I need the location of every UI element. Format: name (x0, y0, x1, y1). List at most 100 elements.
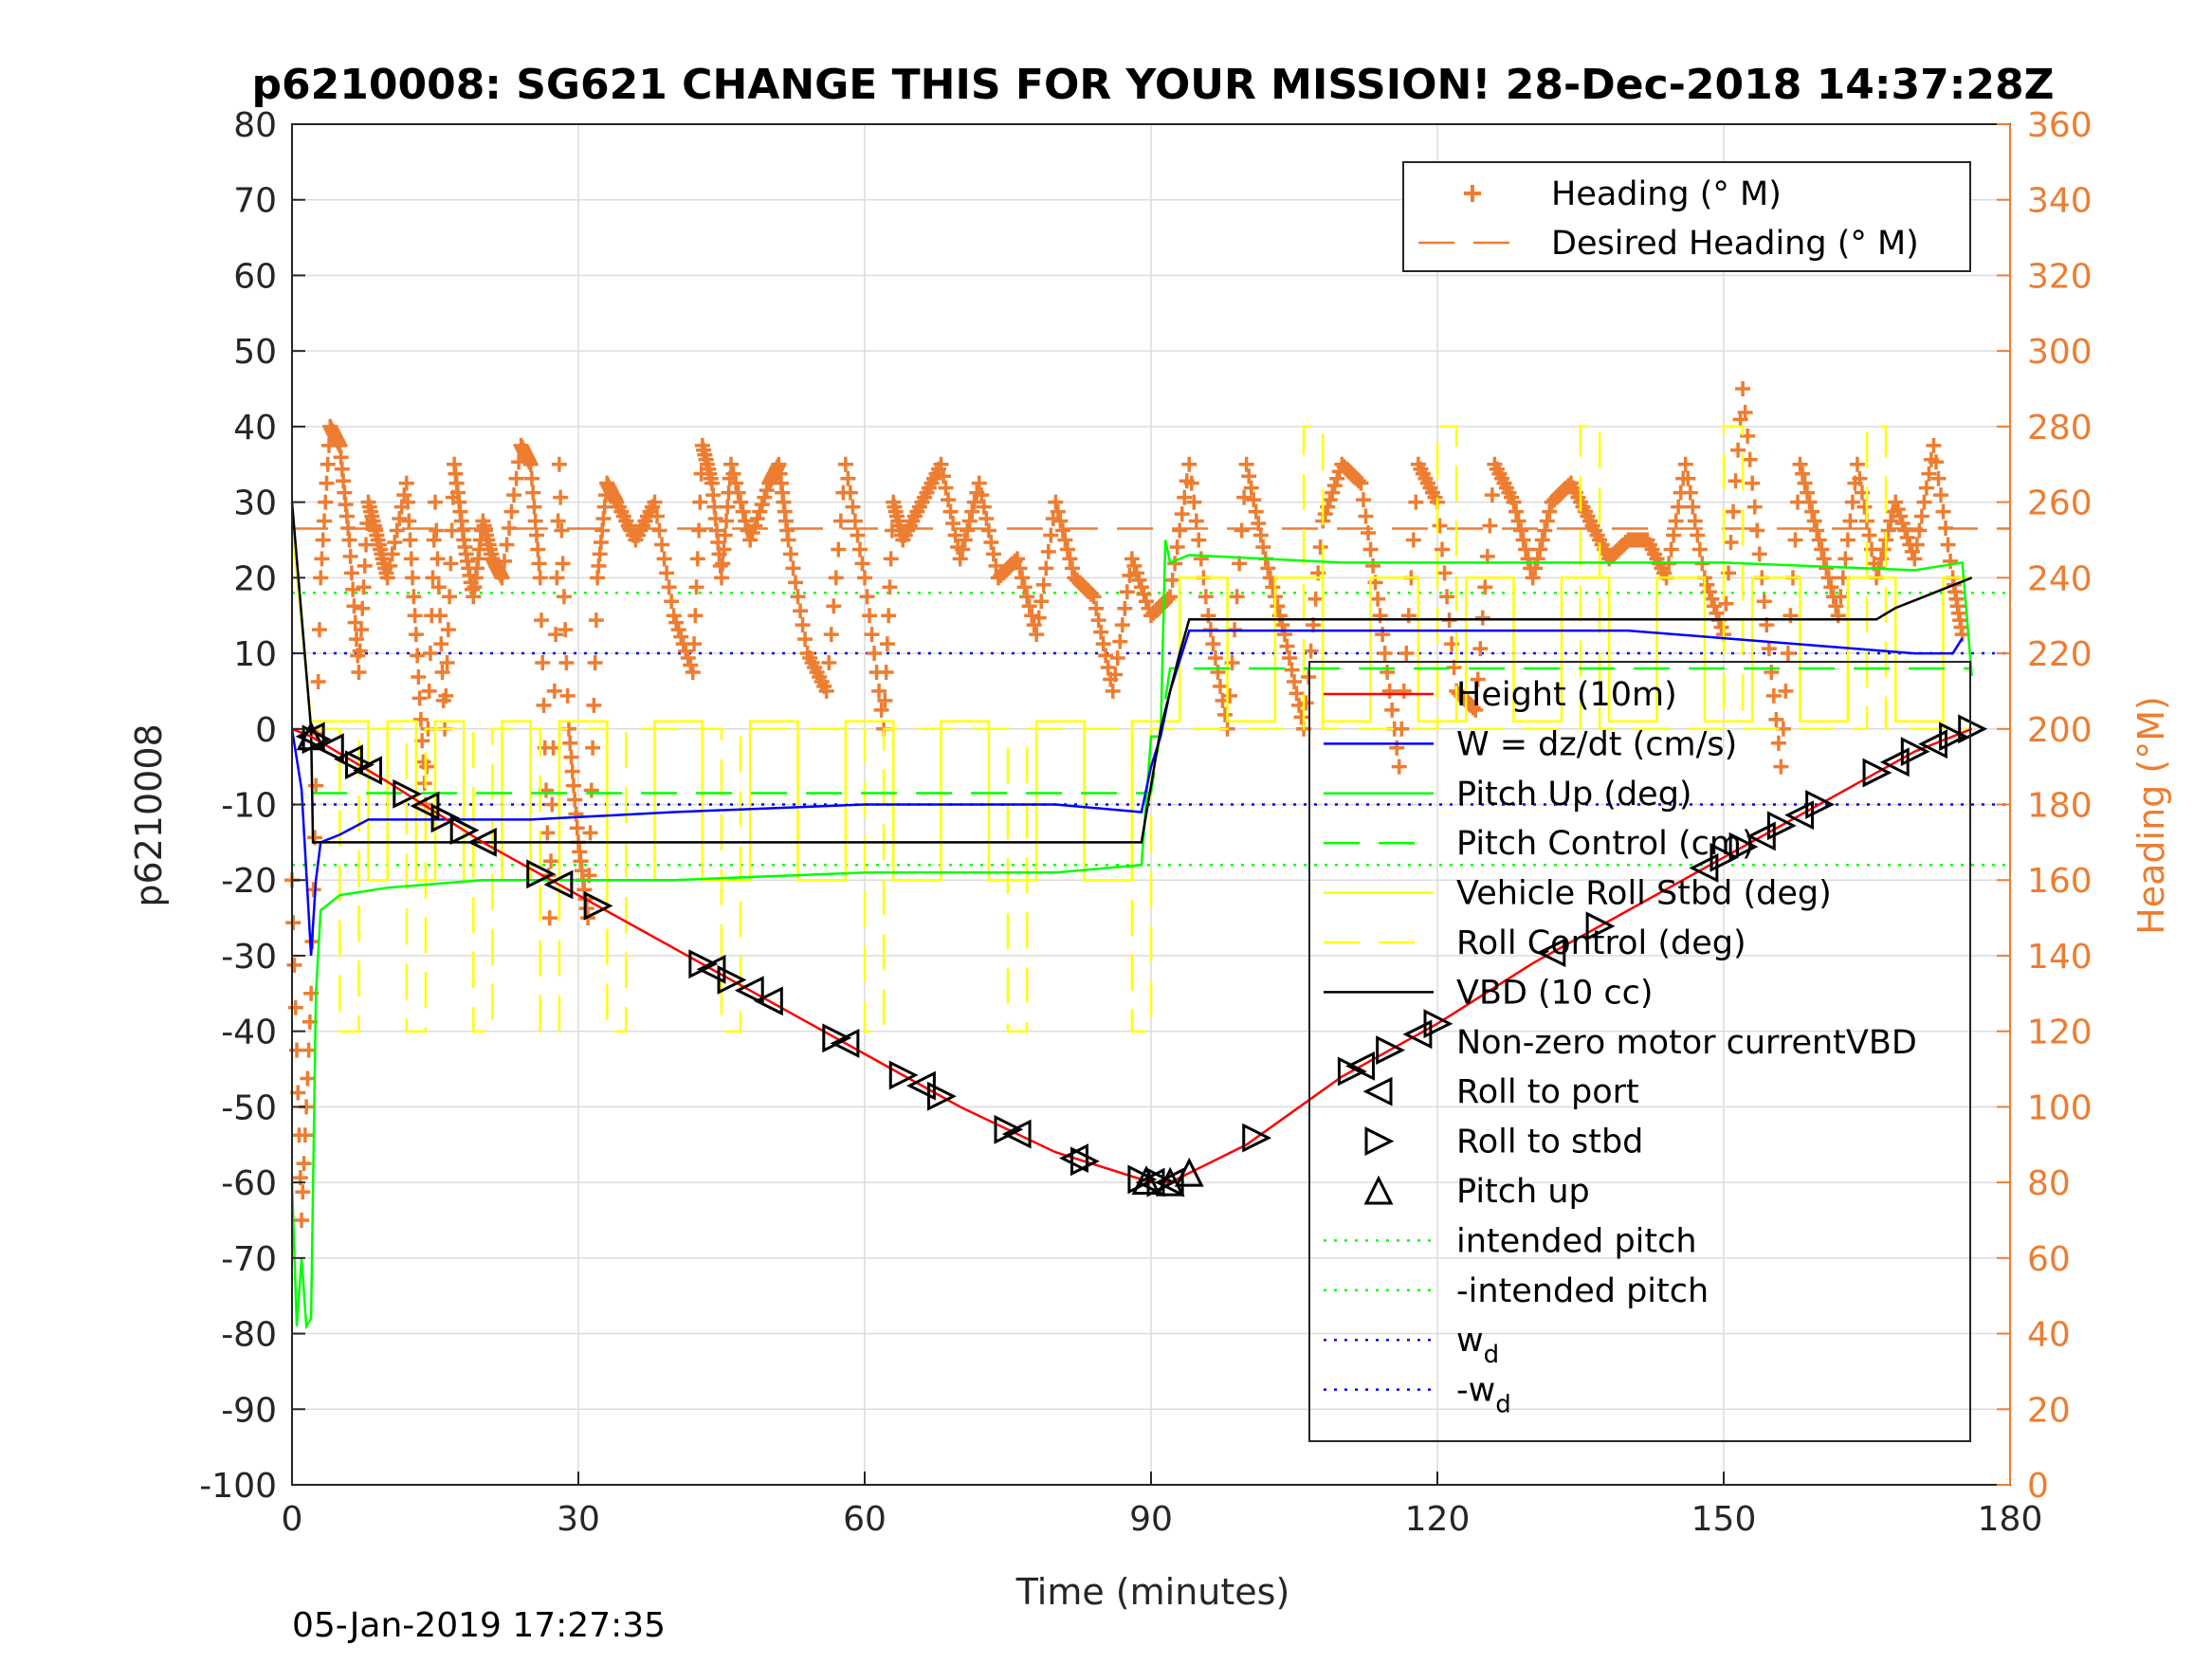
heading-point (1307, 591, 1324, 607)
heading-point (1181, 456, 1197, 472)
heading-point (1472, 641, 1489, 657)
heading-point (1718, 595, 1734, 612)
heading-point (1380, 664, 1396, 680)
series-line-height-10m- (291, 727, 1973, 1184)
heading-point (1010, 551, 1026, 567)
heading-point (392, 511, 408, 527)
series-line-roll-control-deg- (311, 425, 1972, 1033)
heading-point (1391, 759, 1407, 775)
marker-roll-to-stbd (927, 1081, 957, 1111)
x-tick-label: 180 (1978, 1500, 2043, 1539)
marker-layer (295, 714, 1988, 1198)
heading-point (1773, 759, 1789, 775)
heading-point (691, 522, 707, 539)
heading-point (1236, 489, 1252, 505)
heading-point (1468, 702, 1484, 718)
heading-point (408, 627, 424, 643)
heading-point (342, 548, 358, 564)
heading-point (1358, 508, 1374, 524)
y-right-tick-label: 0 (2027, 1467, 2049, 1506)
heading-point (403, 551, 419, 567)
heading-point (553, 489, 569, 505)
heading-point (1680, 470, 1696, 486)
heading-point (1663, 541, 1679, 558)
heading-point (752, 503, 768, 520)
heading-point (425, 570, 441, 586)
heading-point (439, 655, 455, 671)
heading-point (871, 683, 887, 699)
legend-heading: Heading (° M) Desired Heading (° M) (1402, 161, 1971, 272)
heading-point (971, 475, 987, 491)
legend-box (1308, 661, 1971, 1442)
heading-point (583, 782, 599, 798)
heading-point (1015, 570, 1031, 586)
heading-point (1510, 513, 1526, 529)
heading-point (316, 513, 332, 529)
heading-point (421, 683, 437, 699)
heading-point (315, 532, 331, 548)
heading-point (1921, 466, 1937, 482)
legend-label: Height (10m) (1456, 676, 1677, 714)
heading-point (1031, 610, 1047, 626)
heading-point (1792, 456, 1808, 472)
marker-roll-to-stbd (1958, 714, 1988, 744)
heading-point (1174, 506, 1190, 522)
legend-label: VBD (10 cc) (1456, 974, 1654, 1012)
x-axis: 0 30 60 90 120 150 180 (282, 1472, 2043, 1539)
heading-point (382, 558, 398, 574)
heading-point (1172, 522, 1188, 539)
heading-point (719, 513, 735, 529)
heading-point (661, 579, 677, 595)
heading-point (738, 513, 754, 529)
heading-point (840, 470, 856, 486)
x-tick-label: 0 (282, 1500, 303, 1539)
heading-point (1289, 686, 1305, 702)
heading-point (301, 1042, 317, 1058)
heading-point (1816, 551, 1832, 567)
heading-point (1899, 529, 1915, 545)
y-axis-right: 3603403203002802602402202001801601401201… (1997, 106, 2093, 1506)
heading-point (845, 499, 861, 515)
heading-point (356, 558, 373, 574)
heading-point (585, 740, 601, 756)
heading-point (1940, 537, 1956, 553)
heading-point (503, 503, 520, 520)
heading-point (389, 522, 405, 539)
heading-point (782, 546, 798, 562)
heading-point (1828, 598, 1844, 614)
heading-point (1293, 709, 1309, 725)
heading-point (411, 668, 427, 685)
y-tick-label: -80 (221, 1316, 277, 1355)
heading-point (1935, 503, 1951, 520)
legend-label: intended pitch (1456, 1222, 1697, 1260)
legend-swatch (1362, 1076, 1393, 1106)
heading-point (508, 470, 524, 486)
heading-point (1436, 565, 1453, 581)
heading-point (555, 556, 571, 572)
heading-point (526, 499, 542, 515)
heading-point (957, 532, 973, 548)
heading-point (1814, 541, 1830, 558)
heading-point (544, 796, 560, 813)
heading-point (1930, 470, 1947, 486)
heading-point (1745, 475, 1761, 491)
heading-point (1033, 594, 1050, 610)
heading-point (1287, 673, 1302, 689)
heading-point (1312, 539, 1328, 555)
heading-point (1322, 492, 1338, 508)
heading-point (980, 522, 996, 539)
heading-point (1270, 598, 1286, 614)
y-tick-label: -60 (221, 1164, 277, 1203)
heading-point (426, 532, 442, 548)
heading-point (1849, 456, 1865, 472)
heading-point (1241, 468, 1257, 485)
heading-point (443, 556, 459, 572)
heading-point (831, 541, 847, 558)
heading-point (1780, 646, 1796, 662)
heading-point (936, 468, 952, 485)
marker-roll-to-stbd (1862, 758, 1892, 788)
heading-point (1298, 695, 1314, 711)
y-tick-label: -70 (221, 1240, 277, 1279)
heading-point (319, 475, 335, 491)
heading-point (525, 485, 541, 501)
